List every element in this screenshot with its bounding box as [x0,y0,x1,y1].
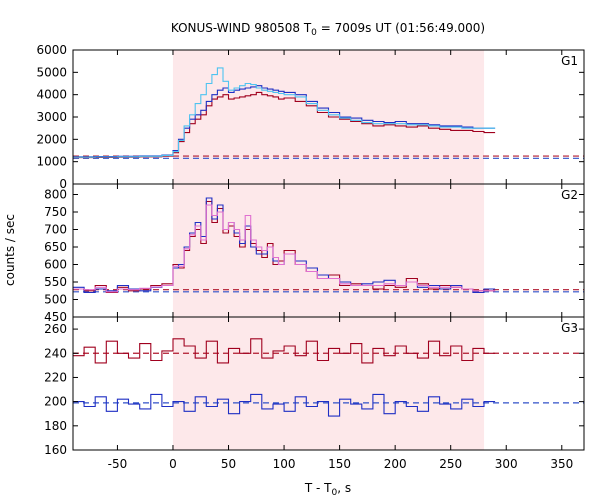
x-tick-label: 250 [439,457,462,471]
y-tick: 6000 [36,43,584,57]
y-tick-label: 700 [44,223,67,237]
x-tick-label: 100 [273,457,296,471]
y-tick-label: 550 [44,275,67,289]
x-tick-label: 300 [495,457,518,471]
y-tick-label: 3000 [36,110,67,124]
y-tick-label: 200 [44,395,67,409]
y-tick-label: 650 [44,240,67,254]
y-tick: 4000 [36,88,584,102]
y-tick-label: 750 [44,205,67,219]
panel-label: G1 [561,54,578,68]
series-line-red [73,91,496,159]
y-tick-label: 260 [44,322,67,336]
shaded-interval [172,317,485,450]
panel-g3: 160 180 200 220 240 260 G3 [44,316,585,457]
y-tick-label: 180 [44,419,67,433]
y-tick-label: 4000 [36,88,67,102]
panel-frame [72,316,585,451]
y-tick: 800 [44,188,584,202]
shaded-interval [172,184,485,317]
y-tick-label: 500 [44,293,67,307]
y-tick: 2000 [36,132,584,146]
y-tick-label: 2000 [36,132,67,146]
y-tick-label: 0 [59,177,67,191]
x-tick-label: 150 [328,457,351,471]
y-tick-label: 6000 [36,43,67,57]
x-tick-label: 350 [550,457,573,471]
y-tick: 750 [44,205,584,219]
y-tick: 240 [44,346,584,360]
chart-title: KONUS-WIND 980508 T0 = 7009s UT (01:56:4… [171,21,485,38]
x-tick-label: 0 [169,457,177,471]
y-axis-label: counts / sec [3,214,17,286]
y-tick-label: 600 [44,258,67,272]
y-tick: 160 [44,443,584,457]
x-tick-label: -50 [108,457,128,471]
y-tick-label: 240 [44,346,67,360]
y-tick: 5000 [36,65,584,79]
y-tick-label: 450 [44,310,67,324]
panel-g1: 0 1000 2000 3000 4000 5000 6000 G1 [36,43,585,191]
x-axis-label: T - T0, s [304,481,351,498]
y-tick: 1000 [36,155,584,169]
y-tick: 3000 [36,110,584,124]
panel-g2: 450 500 550 600 650 700 750 800 G2 [44,183,585,324]
x-tick-label: 50 [221,457,236,471]
y-tick-label: 160 [44,443,67,457]
y-tick-label: 800 [44,188,67,202]
x-tick-label: 200 [384,457,407,471]
y-tick: 550 [44,275,584,289]
y-tick: 200 [44,395,584,409]
y-tick: 180 [44,419,584,433]
panels: 0100020003000400050006000G14505005506006… [36,43,585,471]
y-tick: 220 [44,370,584,384]
panel-label: G3 [561,321,578,335]
series-line-pink [73,204,496,293]
y-tick: 700 [44,223,584,237]
y-tick-label: 1000 [36,155,67,169]
series-line-cyan [73,67,496,158]
y-tick-label: 5000 [36,65,67,79]
series-line-blue [73,393,496,417]
y-tick: 260 [44,322,584,336]
y-tick: 500 [44,293,584,307]
series-line-red [73,338,496,364]
y-tick: 600 [44,258,584,272]
y-tick-label: 220 [44,370,67,384]
panel-label: G2 [561,188,578,202]
y-tick: 650 [44,240,584,254]
